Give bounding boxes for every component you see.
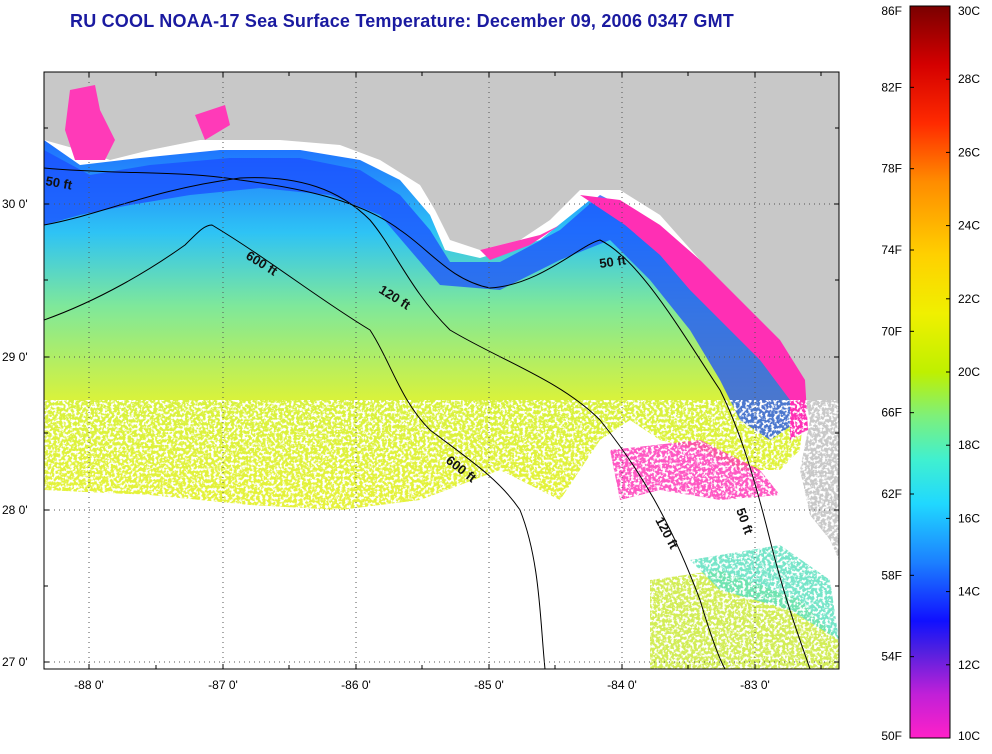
lon-tick-label: -85 0'	[474, 678, 504, 692]
colorbar-f-label: 78F	[881, 162, 902, 176]
colorbar-c-label: 22C	[958, 292, 980, 306]
colorbar-f-label: 82F	[881, 80, 902, 94]
colorbar-c-label: 16C	[958, 511, 980, 525]
colorbar-c-label: 20C	[958, 365, 980, 379]
colorbar-f-label: 70F	[881, 324, 902, 338]
lat-tick-label: 30 0'	[2, 197, 28, 211]
colorbar-c-label: 18C	[958, 438, 980, 452]
colorbar-f-label: 66F	[881, 406, 902, 420]
lat-tick-label: 29 0'	[2, 350, 28, 364]
bathymetry-contours	[44, 167, 811, 669]
colorbar-c-label: 30C	[958, 4, 980, 18]
colorbar-f-label: 62F	[881, 487, 902, 501]
colorbar-c-label: 10C	[958, 729, 980, 743]
colorbar-scale	[909, 5, 951, 739]
lon-tick-label: -84 0'	[607, 678, 637, 692]
bay-water	[195, 105, 230, 140]
coastal-cold-band	[44, 150, 800, 440]
colorbar-c-label: 12C	[958, 658, 980, 672]
bay-water	[65, 85, 115, 160]
contour-label-c50w: 50 ft	[44, 173, 74, 193]
plot-frame	[43, 71, 840, 670]
cloud-speckle	[44, 400, 839, 669]
lat-tick-label: 28 0'	[2, 503, 28, 517]
colorbar-f-label: 74F	[881, 243, 902, 257]
colorbar-f-label: 86F	[881, 4, 902, 18]
land-mass	[44, 72, 839, 560]
lon-tick-label: -88 0'	[74, 678, 104, 692]
colorbar-c-label: 28C	[958, 72, 980, 86]
lon-tick-label: -86 0'	[341, 678, 371, 692]
bay-water	[480, 225, 560, 260]
colorbar-f-label: 58F	[881, 568, 902, 582]
contour-label-c50e: 50 ft	[598, 252, 627, 271]
lon-tick-label: -87 0'	[208, 678, 238, 692]
colorbar-c-label: 26C	[958, 145, 980, 159]
colorbar-c-label: 24C	[958, 219, 980, 233]
colorbar-f-label: 54F	[881, 650, 902, 664]
lat-tick-label: 27 0'	[2, 655, 28, 669]
colorbar-c-label: 14C	[958, 585, 980, 599]
lon-tick-label: -83 0'	[740, 678, 770, 692]
map-title: RU COOL NOAA-17 Sea Surface Temperature:…	[70, 11, 734, 31]
colorbar-f-label: 50F	[881, 729, 902, 743]
